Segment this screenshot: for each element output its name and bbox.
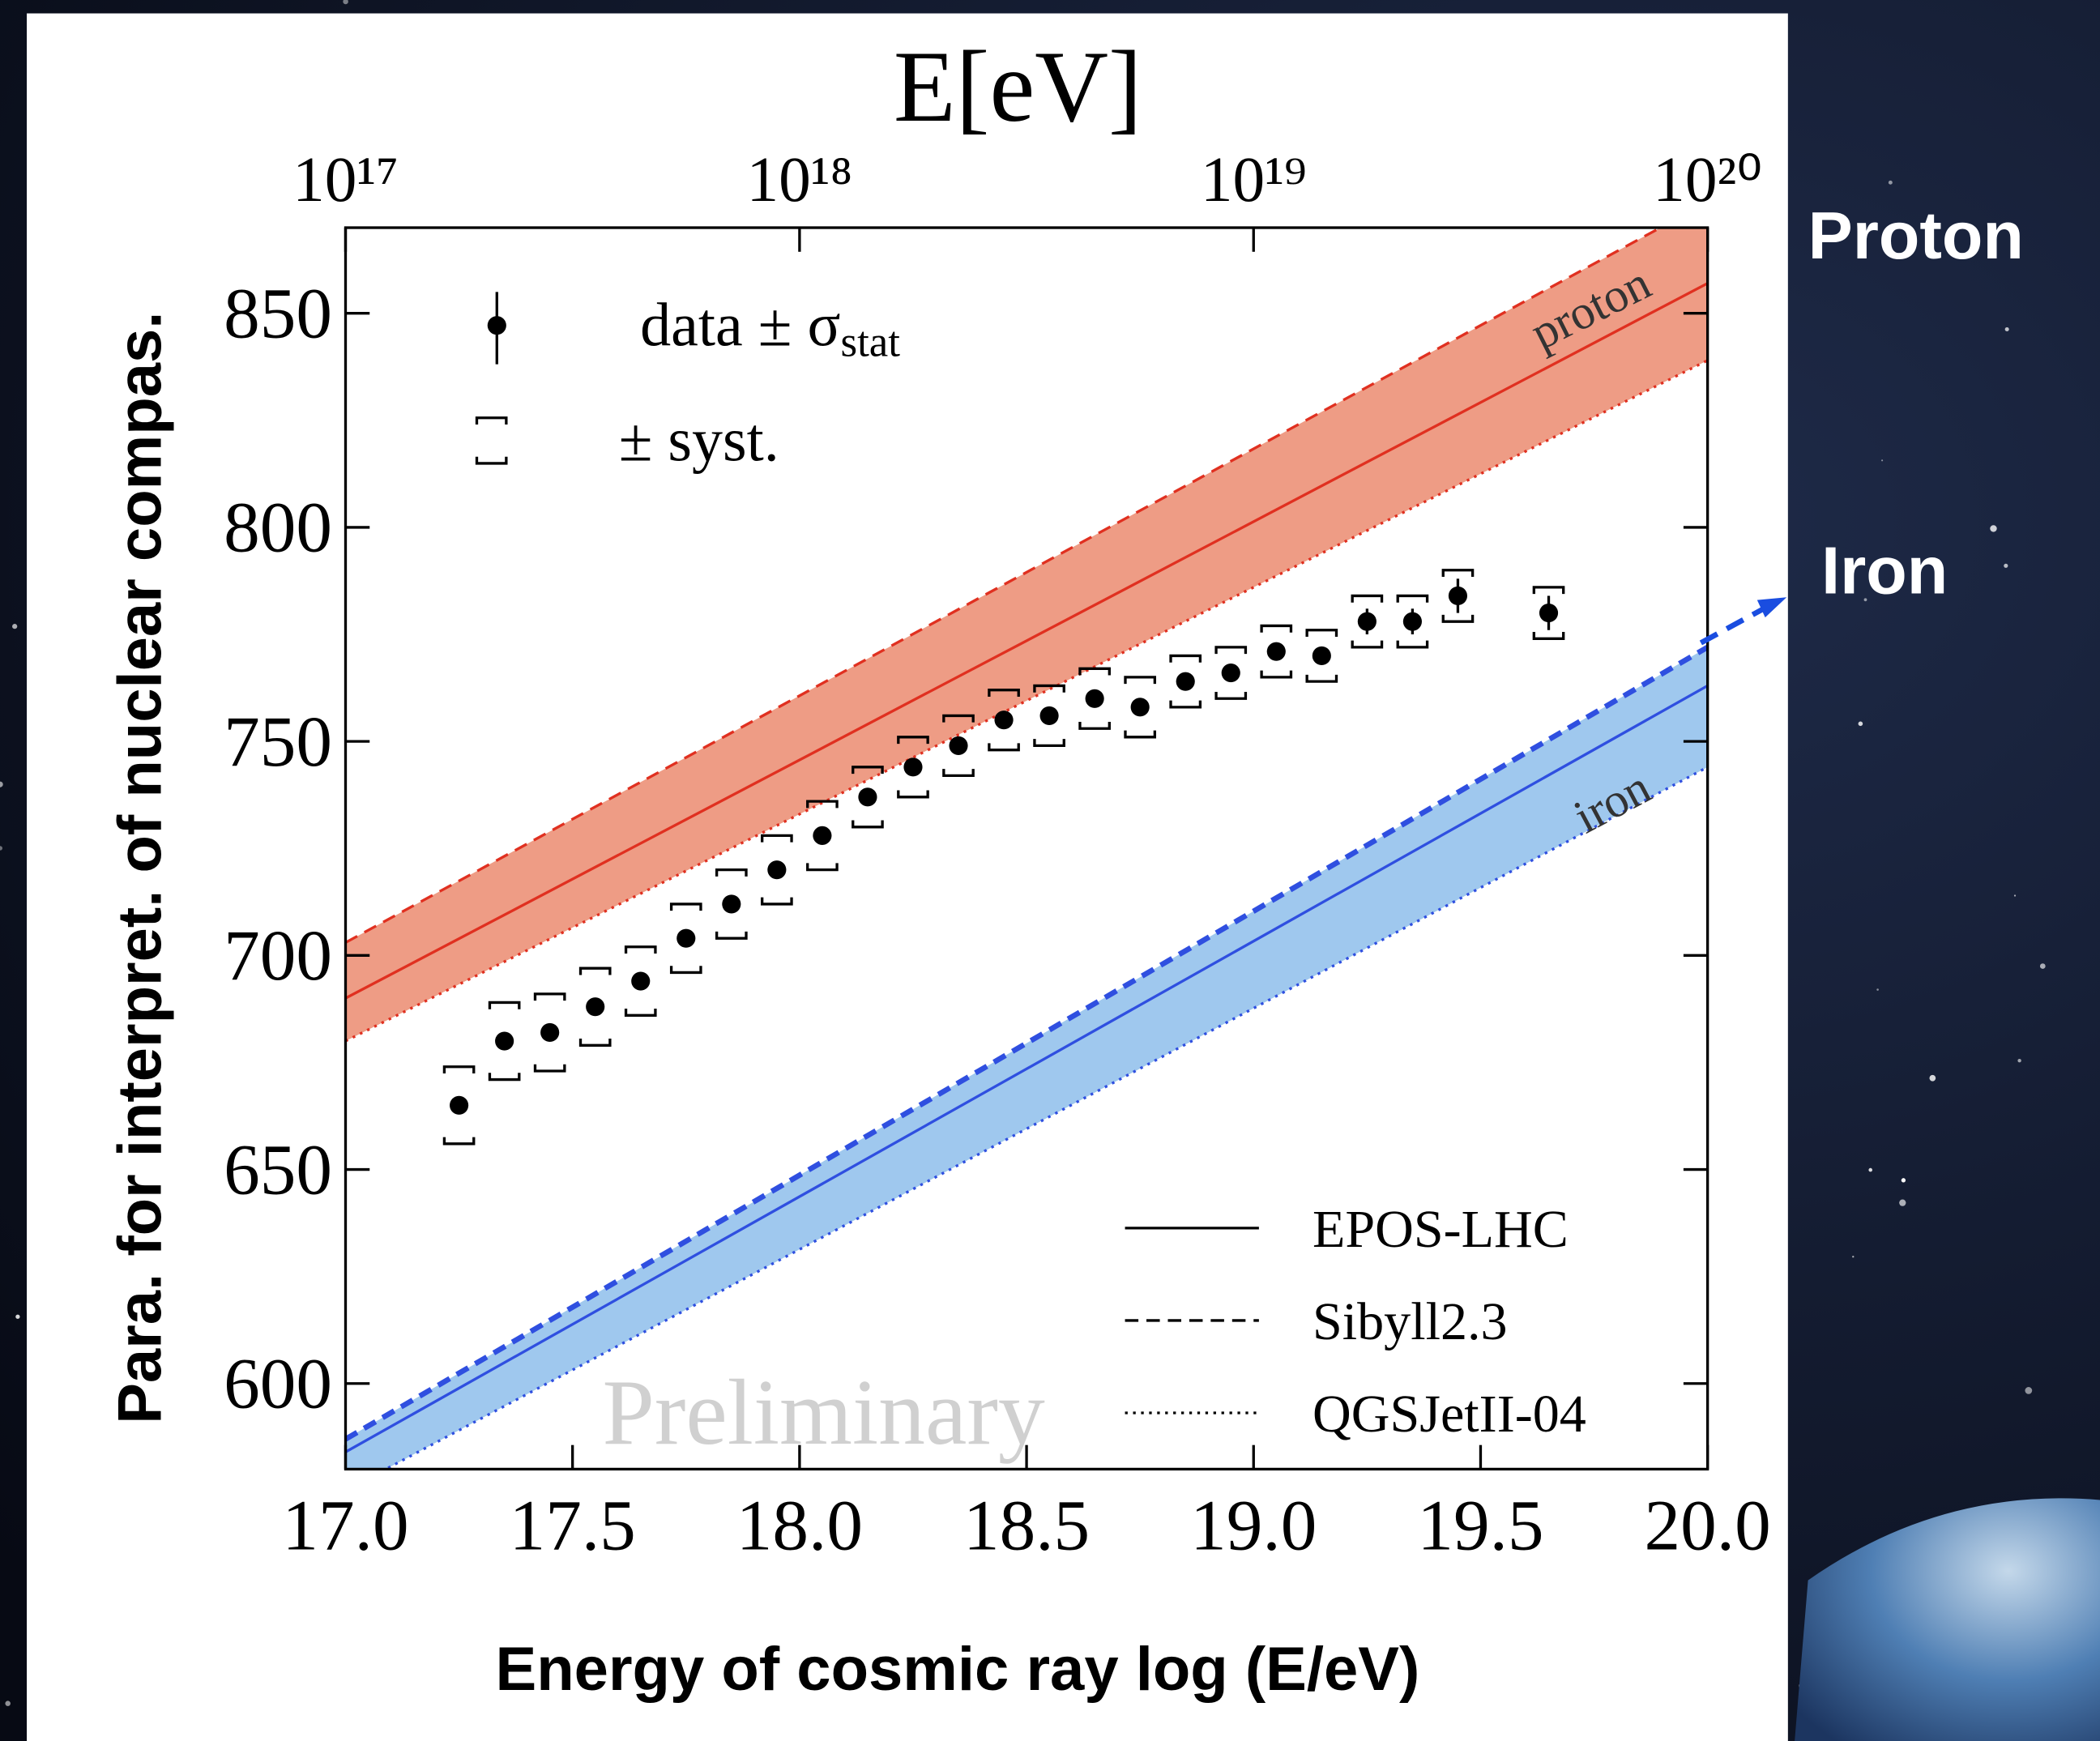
star (1881, 459, 1883, 461)
data-point (1222, 664, 1240, 682)
star (12, 624, 17, 629)
data-point (722, 894, 741, 913)
star (2004, 564, 2008, 568)
x-tick-label: 18.5 (963, 1486, 1090, 1566)
legend-label: QGSJetII-04 (1312, 1385, 1586, 1444)
data-point (1267, 642, 1286, 661)
data-point (767, 860, 786, 879)
data-point (586, 997, 604, 1016)
data-point (813, 826, 831, 845)
x-tick-label: 20.0 (1645, 1486, 1771, 1566)
data-point (1040, 706, 1059, 725)
y-tick-label: 750 (224, 702, 332, 782)
data-point (949, 736, 967, 755)
data-point (994, 710, 1013, 729)
top-tick-label: 10¹⁹ (1201, 144, 1307, 215)
data-point (1539, 604, 1558, 622)
data-point (495, 1031, 514, 1050)
legend-label: Sibyll2.3 (1312, 1292, 1508, 1351)
data-point (903, 757, 922, 776)
plot-panel (27, 14, 1788, 1741)
star (2025, 1387, 2032, 1394)
x-tick-label: 18.0 (736, 1486, 863, 1566)
top-tick-label: 10¹⁷ (292, 144, 399, 215)
y-tick-label: 600 (224, 1343, 332, 1423)
x-tick-label: 17.5 (510, 1486, 636, 1566)
star (1868, 1168, 1872, 1172)
data-point (677, 929, 695, 948)
legend-label: ± syst. (619, 407, 779, 475)
top-tick-label: 10²⁰ (1653, 144, 1762, 215)
y-tick-label: 850 (224, 273, 332, 353)
star (1902, 1178, 1906, 1182)
star (2014, 894, 2016, 896)
star (15, 1315, 19, 1319)
star (1876, 988, 1879, 991)
legend-label: EPOS-LHC (1312, 1200, 1569, 1259)
watermark: Preliminary (603, 1361, 1045, 1465)
star (1859, 722, 1863, 727)
star (2040, 963, 2046, 969)
star (5, 1700, 11, 1706)
top-tick-label: 10¹⁸ (746, 144, 852, 215)
legend-label: data ± σ (640, 291, 840, 359)
star (1889, 181, 1893, 185)
y-axis-label: Para. for interpret. of nuclear compas. (105, 312, 174, 1424)
x-tick-label: 19.0 (1190, 1486, 1317, 1566)
data-point (1176, 672, 1195, 691)
star (1990, 525, 1996, 531)
star (1899, 1200, 1906, 1206)
data-point (631, 971, 650, 990)
data-point (1449, 587, 1467, 605)
y-tick-label: 700 (224, 915, 332, 996)
star (2017, 1059, 2021, 1062)
star (1852, 1256, 1854, 1257)
legend-symbol (488, 316, 506, 335)
x-tick-label: 17.0 (282, 1486, 408, 1566)
data-point (1358, 612, 1377, 631)
legend-label: stat (841, 319, 901, 366)
x-axis-label: Energy of cosmic ray log (E/eV) (496, 1635, 1420, 1704)
annotation: Proton (1808, 198, 2024, 273)
data-point (540, 1023, 559, 1042)
data-point (858, 787, 877, 806)
x-tick-label: 19.5 (1417, 1486, 1543, 1566)
data-point (450, 1096, 468, 1115)
annotation: Iron (1821, 532, 1948, 608)
y-tick-label: 800 (224, 488, 332, 568)
data-point (1131, 698, 1150, 716)
data-point (1312, 646, 1331, 665)
data-point (1403, 612, 1422, 631)
star (2005, 327, 2009, 331)
y-tick-label: 650 (224, 1129, 332, 1210)
star (1929, 1075, 1936, 1082)
data-point (1086, 689, 1104, 708)
slide: protonironPreliminary17.017.518.018.519.… (0, 0, 2100, 1741)
page: protonironPreliminary17.017.518.018.519.… (0, 0, 2100, 1741)
top-axis-title: E[eV] (894, 31, 1142, 143)
